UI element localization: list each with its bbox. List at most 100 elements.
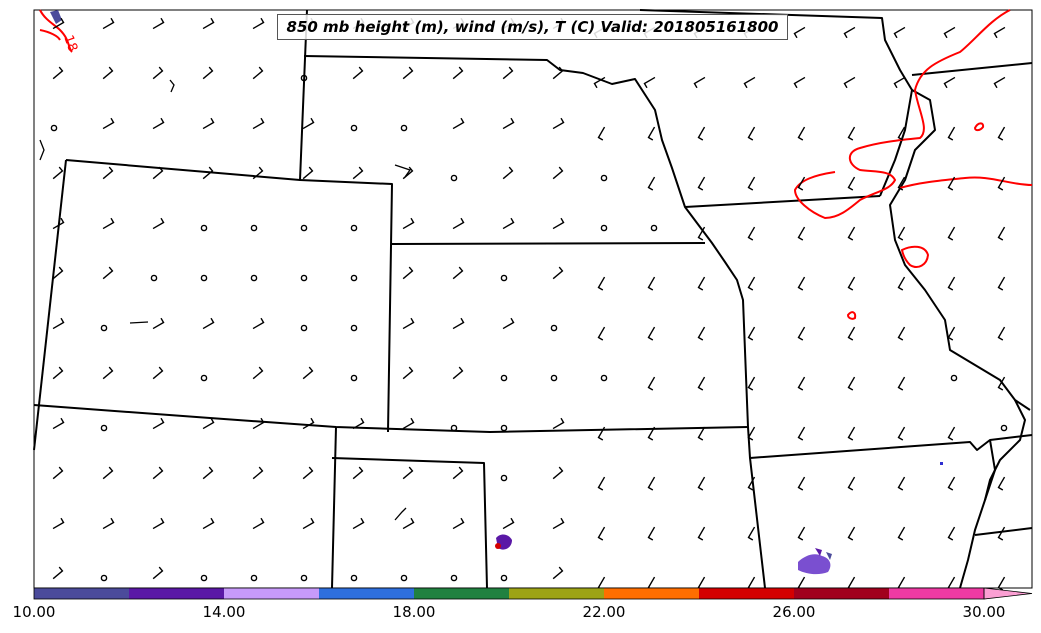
wind-barb [697, 526, 706, 541]
calm-wind-circle [350, 324, 358, 332]
wind-barb [747, 426, 756, 441]
wind-barb [747, 276, 756, 291]
wind-barb [797, 526, 806, 541]
wind-barb [102, 66, 114, 80]
calm-wind-circle [250, 274, 258, 282]
wind-barb [402, 266, 414, 280]
wind-barb [747, 126, 756, 141]
wind-barb [797, 176, 806, 191]
wind-barb [697, 426, 706, 441]
calm-wind-circle [450, 424, 458, 432]
colorbar [33, 587, 1033, 600]
wind-barb [402, 66, 414, 80]
wind-barb [202, 466, 214, 480]
contour-label: 18 [60, 33, 80, 54]
wind-barb [52, 566, 64, 580]
wind-barb [697, 126, 706, 141]
wind-barb [747, 376, 756, 391]
wind-barb [102, 266, 114, 280]
colorbar-segment [794, 588, 890, 599]
wind-barb [647, 126, 656, 141]
wind-barb [452, 66, 464, 80]
wind-barb [302, 166, 314, 180]
wind-barb [252, 117, 265, 130]
wind-barb [202, 517, 215, 530]
calm-wind-circle [300, 74, 308, 82]
wind-barb [52, 366, 64, 380]
colorbar-segment [224, 588, 320, 599]
wind-barb [352, 66, 364, 80]
wind-barb [947, 326, 956, 341]
state-boundaries [33, 9, 1033, 589]
wind-barb [997, 376, 1006, 391]
wind-barb [202, 417, 215, 430]
wind-barb [897, 176, 906, 191]
wind-barb [252, 166, 264, 180]
wind-barb [997, 226, 1006, 241]
wind-barb [402, 217, 415, 230]
wind-barb [947, 476, 956, 491]
wind-barb [697, 226, 706, 241]
wind-barb [152, 117, 165, 130]
wind-barb [502, 117, 515, 130]
wind-barb [843, 26, 856, 39]
calm-wind-circle [200, 224, 208, 232]
calm-wind-circle [300, 224, 308, 232]
calm-wind-circle [250, 574, 258, 582]
wind-barb [897, 126, 906, 141]
calm-wind-circle [250, 224, 258, 232]
wind-barb [352, 166, 364, 180]
wind-barb [897, 476, 906, 491]
calm-wind-circle [600, 374, 608, 382]
wind-barb [847, 276, 856, 291]
wind-barb [552, 566, 564, 580]
wind-barb [897, 526, 906, 541]
wind-barb [897, 226, 906, 241]
wind-barb [52, 266, 64, 280]
wind-barb [252, 517, 265, 530]
wind-barb [202, 166, 214, 180]
wind-barb [552, 66, 564, 80]
wind-barb [797, 376, 806, 391]
wind-barb [502, 317, 515, 330]
wind-barb [552, 217, 565, 230]
map-title: 850 mb height (m), wind (m/s), T (C) Val… [277, 14, 788, 40]
calm-wind-circle [500, 274, 508, 282]
wind-barb [152, 566, 164, 580]
calm-wind-circle [350, 224, 358, 232]
calm-wind-circle [350, 374, 358, 382]
wind-barb [52, 417, 65, 430]
calm-wind-circle [650, 224, 658, 232]
wind-barb [847, 226, 856, 241]
wind-barb [743, 76, 756, 89]
wind-barb [352, 417, 365, 430]
wind-barb [947, 126, 956, 141]
colorbar-tick-label: 14.00 [202, 603, 246, 621]
wind-barb [502, 217, 515, 230]
wind-barb [647, 376, 656, 391]
wind-barb [943, 76, 956, 89]
calm-wind-circle [400, 124, 408, 132]
wind-barb [997, 126, 1006, 141]
wind-barb [552, 466, 564, 480]
calm-wind-circle [100, 424, 108, 432]
wind-barb [947, 176, 956, 191]
wind-barb [897, 426, 906, 441]
colorbar-segment [129, 588, 225, 599]
wind-barb [452, 266, 464, 280]
wind-barb [643, 76, 656, 89]
wind-barb [252, 66, 264, 80]
wind-barb [847, 476, 856, 491]
wind-barb [52, 217, 65, 230]
wind-barb [647, 426, 656, 441]
wind-barb [897, 276, 906, 291]
wind-barb [502, 66, 514, 80]
wind-barb [997, 576, 1006, 591]
wind-barb [202, 17, 215, 30]
colorbar-segment [319, 588, 415, 599]
wind-barb [102, 117, 115, 130]
calm-wind-circle [150, 274, 158, 282]
wind-barb [52, 317, 65, 330]
wind-barb [597, 276, 606, 291]
wind-barb [897, 326, 906, 341]
